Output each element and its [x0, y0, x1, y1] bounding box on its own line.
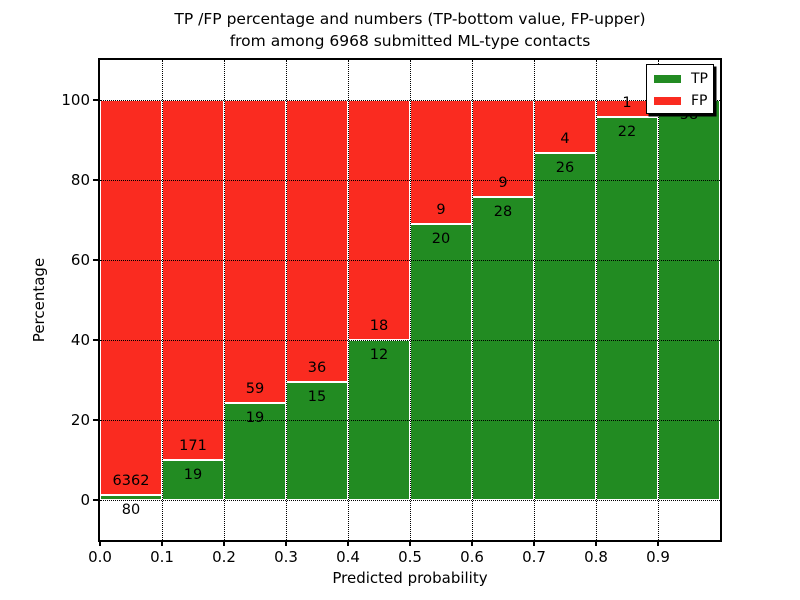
y-tick	[93, 179, 98, 181]
chart-title: TP /FP percentage and numbers (TP-bottom…	[174, 9, 645, 52]
fp-count-label: 6362	[112, 472, 150, 489]
x-tick-label: 0.5	[398, 548, 422, 566]
fp-count-label: 9	[498, 175, 508, 192]
tp-segment	[100, 495, 162, 500]
y-tick	[93, 499, 98, 501]
fp-count-label: 171	[179, 437, 207, 454]
x-tick	[657, 541, 659, 546]
tp-count-label: 15	[307, 389, 327, 406]
v-gridline	[348, 60, 349, 540]
x-axis-label: Predicted probability	[332, 569, 488, 587]
fp-segment	[534, 100, 596, 154]
y-tick-label: 40	[70, 331, 90, 349]
tp-count-label: 28	[493, 204, 513, 221]
x-tick-label: 0.9	[646, 548, 670, 566]
fp-count-label: 59	[245, 380, 265, 397]
x-tick-label: 0.8	[584, 548, 608, 566]
h-gridline	[100, 100, 720, 101]
x-tick	[533, 541, 535, 546]
tp-count-label: 19	[183, 466, 203, 483]
x-tick-label: 0.2	[212, 548, 236, 566]
tp-segment	[658, 100, 720, 500]
tp-count-label: 26	[555, 160, 575, 177]
tp-segment	[534, 153, 596, 500]
h-gridline	[100, 420, 720, 421]
tp-segment	[596, 117, 658, 500]
tp-segment	[162, 460, 224, 500]
tp-swatch-icon	[654, 75, 681, 83]
tp-count-label: 19	[245, 409, 265, 426]
fp-swatch-icon	[654, 97, 681, 105]
x-tick	[409, 541, 411, 546]
legend: TP FP	[646, 64, 714, 114]
y-tick	[93, 259, 98, 261]
fp-segment	[286, 100, 348, 383]
y-tick-label: 0	[80, 491, 90, 509]
h-gridline	[100, 180, 720, 181]
v-gridline	[162, 60, 163, 540]
fp-count-label: 9	[436, 201, 446, 218]
chart-title-line1: TP /FP percentage and numbers (TP-bottom…	[174, 10, 646, 28]
y-tick	[93, 419, 98, 421]
tp-count-label: 80	[121, 501, 141, 518]
x-tick	[471, 541, 473, 546]
fp-segment	[472, 100, 534, 198]
y-tick	[93, 99, 98, 101]
tp-segment	[286, 382, 348, 500]
x-tick	[99, 541, 101, 546]
v-gridline	[596, 60, 597, 540]
x-tick	[223, 541, 225, 546]
fp-count-label: 4	[560, 131, 570, 148]
v-gridline	[286, 60, 287, 540]
v-gridline	[410, 60, 411, 540]
fp-segment	[100, 100, 162, 496]
fp-segment	[348, 100, 410, 340]
x-tick	[347, 541, 349, 546]
y-tick-label: 20	[70, 411, 90, 429]
x-tick-label: 0.4	[336, 548, 360, 566]
tp-segment	[410, 224, 472, 500]
y-axis-label: Percentage	[30, 257, 48, 343]
legend-label-fp: FP	[691, 93, 708, 109]
tp-count-label: 22	[617, 124, 637, 141]
x-tick-label: 0.6	[460, 548, 484, 566]
fp-segment	[410, 100, 472, 225]
x-tick	[595, 541, 597, 546]
tp-segment	[472, 197, 534, 500]
fp-count-label: 1	[622, 95, 632, 112]
chart-title-line2: from among 6968 submitted ML-type contac…	[229, 31, 591, 50]
fp-count-label: 36	[307, 360, 327, 377]
legend-item-fp: FP	[654, 93, 708, 109]
h-gridline	[100, 500, 720, 501]
x-tick-label: 0.0	[88, 548, 112, 566]
h-gridline	[100, 340, 720, 341]
fp-segment	[224, 100, 286, 403]
fp-segment	[162, 100, 224, 460]
legend-item-tp: TP	[654, 71, 708, 87]
x-tick	[161, 541, 163, 546]
x-tick-label: 0.1	[150, 548, 174, 566]
v-gridline	[472, 60, 473, 540]
v-gridline	[534, 60, 535, 540]
x-tick-label: 0.7	[522, 548, 546, 566]
v-gridline	[658, 60, 659, 540]
x-tick	[285, 541, 287, 546]
y-tick-label: 80	[70, 171, 90, 189]
v-gridline	[224, 60, 225, 540]
h-gridline	[100, 260, 720, 261]
y-tick-label: 60	[70, 251, 90, 269]
tp-count-label: 12	[369, 346, 389, 363]
y-tick-label: 100	[61, 91, 90, 109]
legend-label-tp: TP	[691, 71, 708, 87]
plot-area: 80 6362 19 171 19 59 15 36 12 18 20 9 28 9 26 4 22 1 58 0.0…	[61, 60, 720, 566]
tp-count-label: 20	[431, 230, 451, 247]
fp-count-label: 18	[369, 317, 389, 334]
y-tick	[93, 339, 98, 341]
x-tick-label: 0.3	[274, 548, 298, 566]
